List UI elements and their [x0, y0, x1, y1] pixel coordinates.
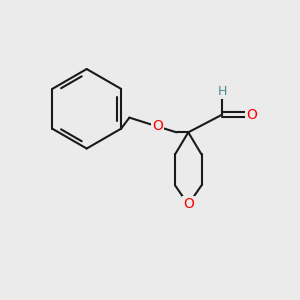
Text: O: O: [246, 108, 257, 122]
Text: O: O: [152, 119, 163, 134]
Text: H: H: [218, 85, 227, 98]
Text: O: O: [183, 197, 194, 212]
